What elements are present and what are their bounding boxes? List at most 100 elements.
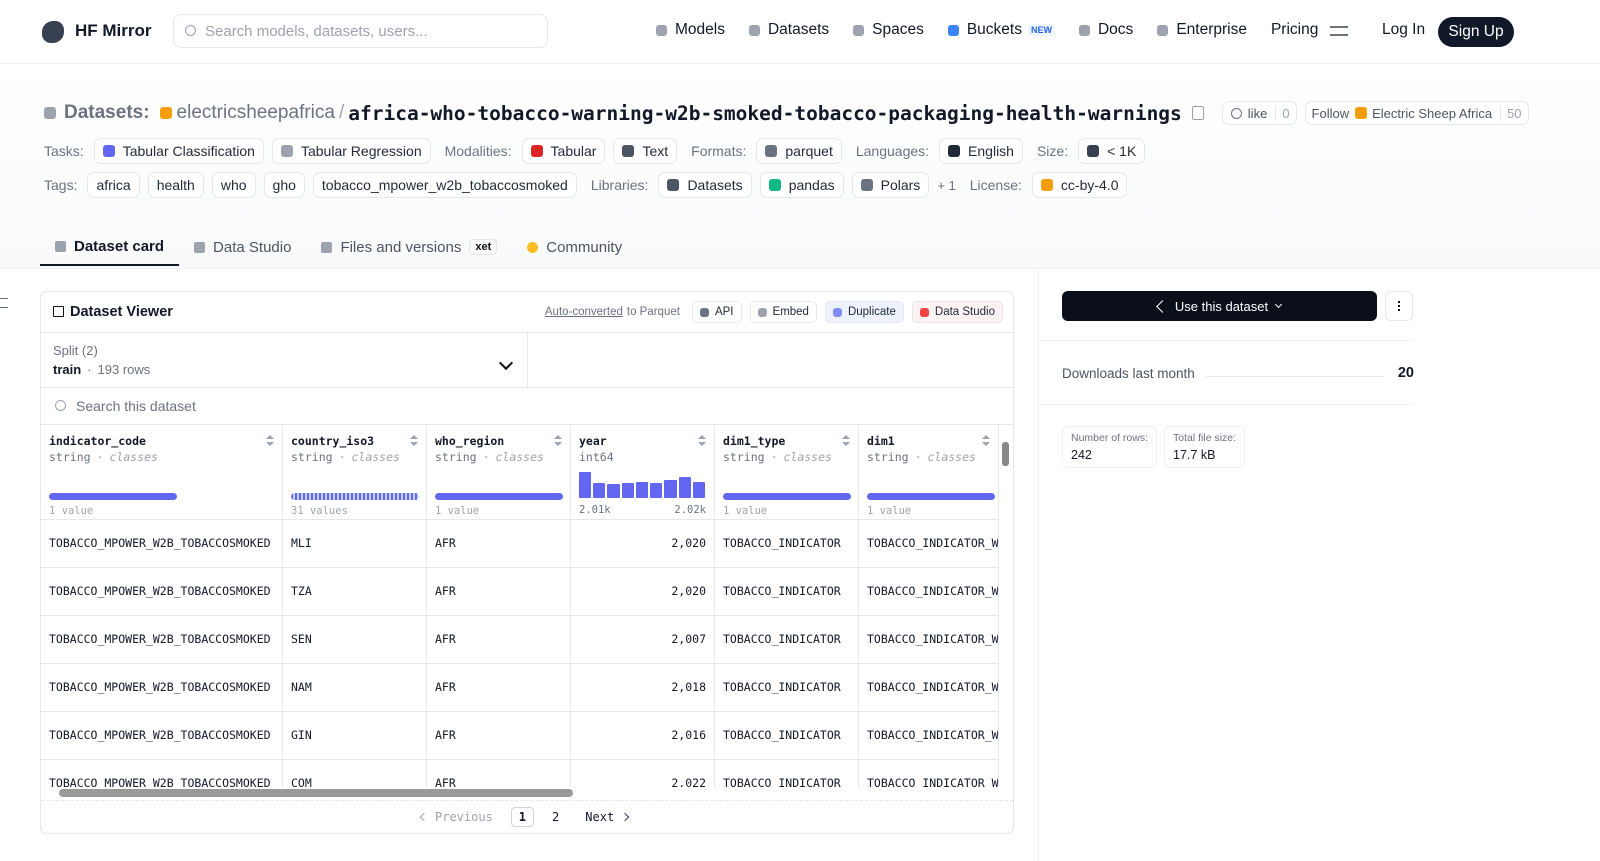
table-cell[interactable]: TOBACCO_INDICATOR_W [859,520,999,568]
table-cell[interactable]: TOBACCO_MPOWER_W2B_TOBACCOSMOKED [41,664,283,712]
split-selector[interactable]: Split (2) train · 193 rows [41,332,528,388]
cell-text: TOBACCO_INDICATOR [723,776,841,787]
tab[interactable]: Data Studio [179,228,306,266]
table-cell[interactable]: SEN [283,616,427,664]
table-cell[interactable]: TOBACCO_INDICATOR [715,664,859,712]
table-cell[interactable]: 2,020 [571,520,715,568]
use-dataset-button[interactable]: Use this dataset [1062,291,1377,321]
table-cell[interactable]: AFR [427,568,571,616]
table-cell[interactable]: TOBACCO_MPOWER_W2B_TOBACCOSMOKED [41,760,283,787]
meta-chip[interactable]: cc-by-4.0 [1031,172,1128,198]
meta-label: Tags: [44,177,78,193]
table-cell[interactable]: TOBACCO_INDICATOR [715,616,859,664]
owner[interactable]: electricsheepafrica [176,102,335,123]
table-cell[interactable]: TOBACCO_INDICATOR [715,520,859,568]
viewer-search[interactable]: Search this dataset [41,388,1013,425]
meta-chip[interactable]: Tabular [521,138,606,164]
table-cell[interactable]: TOBACCO_INDICATOR_W [859,568,999,616]
table-cell[interactable]: AFR [427,616,571,664]
follow-button[interactable]: Follow Electric Sheep Africa 50 [1304,101,1529,125]
table-cell[interactable]: TOBACCO_INDICATOR_W [859,712,999,760]
viewer-action[interactable]: API [691,301,742,323]
meta-chip[interactable]: parquet [756,138,842,164]
table-cell[interactable]: TOBACCO_MPOWER_W2B_TOBACCOSMOKED [41,712,283,760]
table-cell[interactable]: TOBACCO_INDICATOR_W [859,664,999,712]
table-cell[interactable]: 2,007 [571,616,715,664]
auto-link[interactable]: Auto-converted [544,306,623,318]
column-header[interactable]: indicator_code string · classes 1 value [41,425,283,520]
action-label: Embed [772,306,809,318]
meta-chip[interactable]: health [147,172,204,198]
nav-link[interactable]: Docs [1078,21,1133,39]
meta-chip[interactable]: Polars [851,172,930,198]
column-type: string · classes [291,450,400,464]
copy-icon[interactable] [1191,106,1204,120]
table-cell[interactable]: TOBACCO_INDICATOR [715,760,859,787]
column-header[interactable]: country_iso3 string · classes 31 values [283,425,427,520]
table-cell[interactable]: AFR [427,712,571,760]
table-cell[interactable]: TOBACCO_INDICATOR_W [859,616,999,664]
table-cell[interactable]: TOBACCO_MPOWER_W2B_TOBACCOSMOKED [41,616,283,664]
meta-more[interactable]: + 1 [937,177,956,193]
more-button[interactable] [1385,291,1413,321]
meta-chip[interactable]: Text [613,138,678,164]
like-button[interactable]: like 0 [1221,101,1297,125]
viewer-action[interactable]: Embed [749,301,817,323]
nav-link[interactable]: Datasets [748,21,829,39]
table-cell[interactable]: AFR [427,520,571,568]
previous[interactable]: Previous [419,810,493,824]
table-cell[interactable]: AFR [427,664,571,712]
meta-chip[interactable]: Tabular Regression [271,138,431,164]
nav-link[interactable]: Pricing [1271,21,1318,39]
nav-link[interactable]: Models [656,21,725,39]
table-cell[interactable]: AFR [427,760,571,787]
table-cell[interactable]: 2,022 [571,760,715,787]
table-cell[interactable]: TOBACCO_INDICATOR [715,712,859,760]
table-cell[interactable]: TOBACCO_INDICATOR [715,568,859,616]
table-cell[interactable]: 2,018 [571,664,715,712]
meta-chip[interactable]: Tabular Classification [93,138,264,164]
next[interactable]: Next [585,810,630,824]
meta-chip[interactable]: who [211,172,256,198]
table-cell[interactable]: GIN [283,712,427,760]
tab[interactable]: Files and versions xet [306,228,512,266]
viewer-action[interactable]: Duplicate [824,301,904,323]
table-cell[interactable]: TOBACCO_MPOWER_W2B_TOBACCOSMOKED [41,520,283,568]
nav-link[interactable]: Spaces [853,21,924,39]
viewer-action[interactable]: Data Studio [911,301,1003,323]
column-header[interactable]: year int64 2.01k 2.02k [571,425,715,520]
meta-chip[interactable]: pandas [759,172,844,198]
login[interactable]: Log In [1382,21,1426,38]
menu-icon[interactable] [1330,26,1348,36]
column-header[interactable]: dim1 string · classes 1 value [859,425,999,520]
tab[interactable]: Dataset card [40,228,180,266]
meta-chip[interactable]: English [939,138,1023,164]
nav-link[interactable]: Buckets NEW [947,21,1055,39]
table-cell[interactable]: TZA [283,568,427,616]
table-cell[interactable]: TOBACCO_MPOWER_W2B_TOBACCOSMOKED [41,568,283,616]
signup[interactable]: Sign Up [1438,17,1514,47]
table-cell[interactable]: COM [283,760,427,787]
table-cell[interactable]: 2,020 [571,568,715,616]
nav-link[interactable]: Enterprise [1157,21,1247,39]
meta-chip[interactable]: tobacco_mpower_w2b_tobaccosmoked [312,172,577,198]
brand-name[interactable]: HF Mirror [75,21,152,40]
meta-chip[interactable]: < 1K [1078,138,1146,164]
tab[interactable]: Community [512,228,637,266]
page-number[interactable]: 2 [552,810,560,824]
meta-chip[interactable]: gho [263,172,305,198]
cell-text: TOBACCO_INDICATOR_W [867,728,999,742]
column-header[interactable]: dim1_type string · classes 1 value [715,425,859,520]
table-cell[interactable]: MLI [283,520,427,568]
table-cell[interactable]: 2,016 [571,712,715,760]
cell-text: AFR [435,680,456,694]
page-number[interactable]: 1 [510,807,535,827]
column-header[interactable]: who_region string · classes 1 value [427,425,571,520]
meta-chip[interactable]: africa [87,172,140,198]
meta-chip[interactable]: Datasets [658,172,752,198]
table-cell[interactable]: TOBACCO_INDICATOR_W [859,760,999,787]
table-cell[interactable]: NAM [283,664,427,712]
chip-icon [280,145,293,157]
side-toggle[interactable] [0,298,8,308]
search-box[interactable]: Search models, datasets, users... [173,14,548,48]
